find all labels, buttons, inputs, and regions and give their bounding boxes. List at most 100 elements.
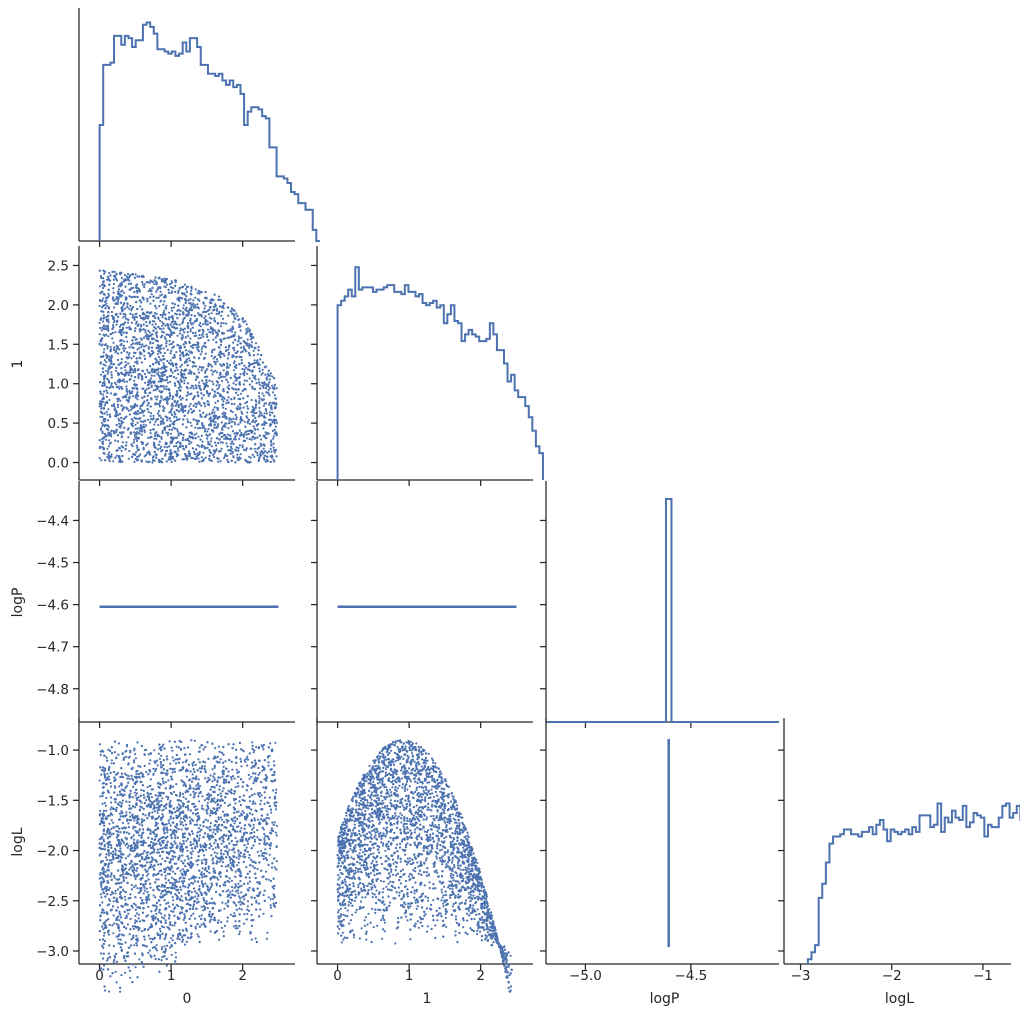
scatter-point: [258, 349, 260, 351]
scatter-point: [204, 297, 206, 299]
scatter-point: [155, 389, 157, 391]
scatter-point: [216, 384, 218, 386]
scatter-point: [237, 394, 239, 396]
scatter-point: [108, 451, 110, 453]
scatter-point: [159, 320, 161, 322]
scatter-point: [99, 439, 101, 441]
scatter-point: [225, 350, 227, 352]
scatter-point: [175, 952, 177, 954]
scatter-point: [215, 341, 217, 343]
scatter-point: [203, 458, 205, 460]
scatter-point: [192, 447, 194, 449]
scatter-point: [109, 413, 111, 415]
scatter-point: [101, 291, 103, 293]
scatter-point: [110, 801, 112, 803]
scatter-point: [117, 414, 119, 416]
scatter-point: [196, 892, 198, 894]
scatter-point: [244, 426, 246, 428]
scatter-point: [191, 385, 193, 387]
scatter-point: [233, 375, 235, 377]
scatter-point: [176, 310, 178, 312]
scatter-point: [231, 769, 233, 771]
scatter-point: [192, 327, 194, 329]
scatter-point: [180, 433, 182, 435]
scatter-point: [209, 299, 211, 301]
scatter-point: [182, 437, 184, 439]
scatter-point: [165, 781, 167, 783]
scatter-point: [116, 455, 118, 457]
scatter-point: [246, 380, 248, 382]
scatter-point: [220, 376, 222, 378]
scatter-point: [173, 445, 175, 447]
scatter-point: [211, 389, 213, 391]
scatter-point: [197, 436, 199, 438]
scatter-point: [182, 439, 184, 441]
scatter-point: [109, 432, 111, 434]
scatter-point: [204, 405, 206, 407]
scatter-point: [155, 347, 157, 349]
scatter-point: [155, 454, 157, 456]
scatter-point: [147, 371, 149, 373]
scatter-point: [131, 322, 133, 324]
scatter-point: [218, 939, 220, 941]
scatter-point: [230, 443, 232, 445]
scatter-point: [242, 444, 244, 446]
scatter-point: [124, 381, 126, 383]
scatter-point: [133, 380, 135, 382]
scatter-point: [174, 370, 176, 372]
scatter-point: [147, 381, 149, 383]
scatter-point: [174, 279, 176, 281]
scatter-point: [137, 296, 139, 298]
scatter-point: [121, 450, 123, 452]
scatter-point: [156, 334, 158, 336]
scatter-point: [139, 299, 141, 301]
scatter-point: [210, 328, 212, 330]
scatter-point: [134, 922, 136, 924]
scatter-point: [104, 459, 106, 461]
scatter-point: [159, 758, 161, 760]
scatter-point: [241, 413, 243, 415]
scatter-point: [194, 740, 196, 742]
scatter-point: [183, 913, 185, 915]
scatter-point: [106, 396, 108, 398]
scatter-point: [265, 437, 267, 439]
scatter-point: [117, 297, 119, 299]
scatter-point: [270, 451, 272, 453]
scatter-point: [231, 421, 233, 423]
scatter-point: [166, 964, 168, 966]
scatter-point: [126, 306, 128, 308]
scatter-point: [209, 306, 211, 308]
scatter-point: [160, 423, 162, 425]
scatter-point: [174, 413, 176, 415]
scatter-point: [243, 368, 245, 370]
scatter-point: [208, 442, 210, 444]
scatter-point: [230, 310, 232, 312]
scatter-point: [166, 460, 168, 462]
scatter-logL-vs-0: [99, 739, 279, 993]
scatter-point: [159, 346, 161, 348]
scatter-point: [244, 421, 246, 423]
scatter-point: [232, 418, 234, 420]
scatter-point: [251, 387, 253, 389]
scatter-point: [179, 366, 181, 368]
scatter-point: [128, 450, 130, 452]
scatter-point: [137, 325, 139, 327]
scatter-point: [104, 404, 106, 406]
scatter-point: [248, 365, 250, 367]
scatter-point: [157, 812, 159, 814]
scatter-point: [253, 354, 255, 356]
scatter-point: [151, 333, 153, 335]
scatter-point: [204, 342, 206, 344]
scatter-point: [166, 284, 168, 286]
scatter-point: [200, 314, 202, 316]
scatter-point: [105, 354, 107, 356]
scatter-point: [264, 435, 266, 437]
scatter-point: [104, 802, 106, 804]
scatter-point: [259, 410, 261, 412]
scatter-point: [115, 411, 117, 413]
scatter-point: [197, 391, 199, 393]
scatter-point: [113, 279, 115, 281]
scatter-point: [187, 805, 189, 807]
scatter-point: [158, 318, 160, 320]
